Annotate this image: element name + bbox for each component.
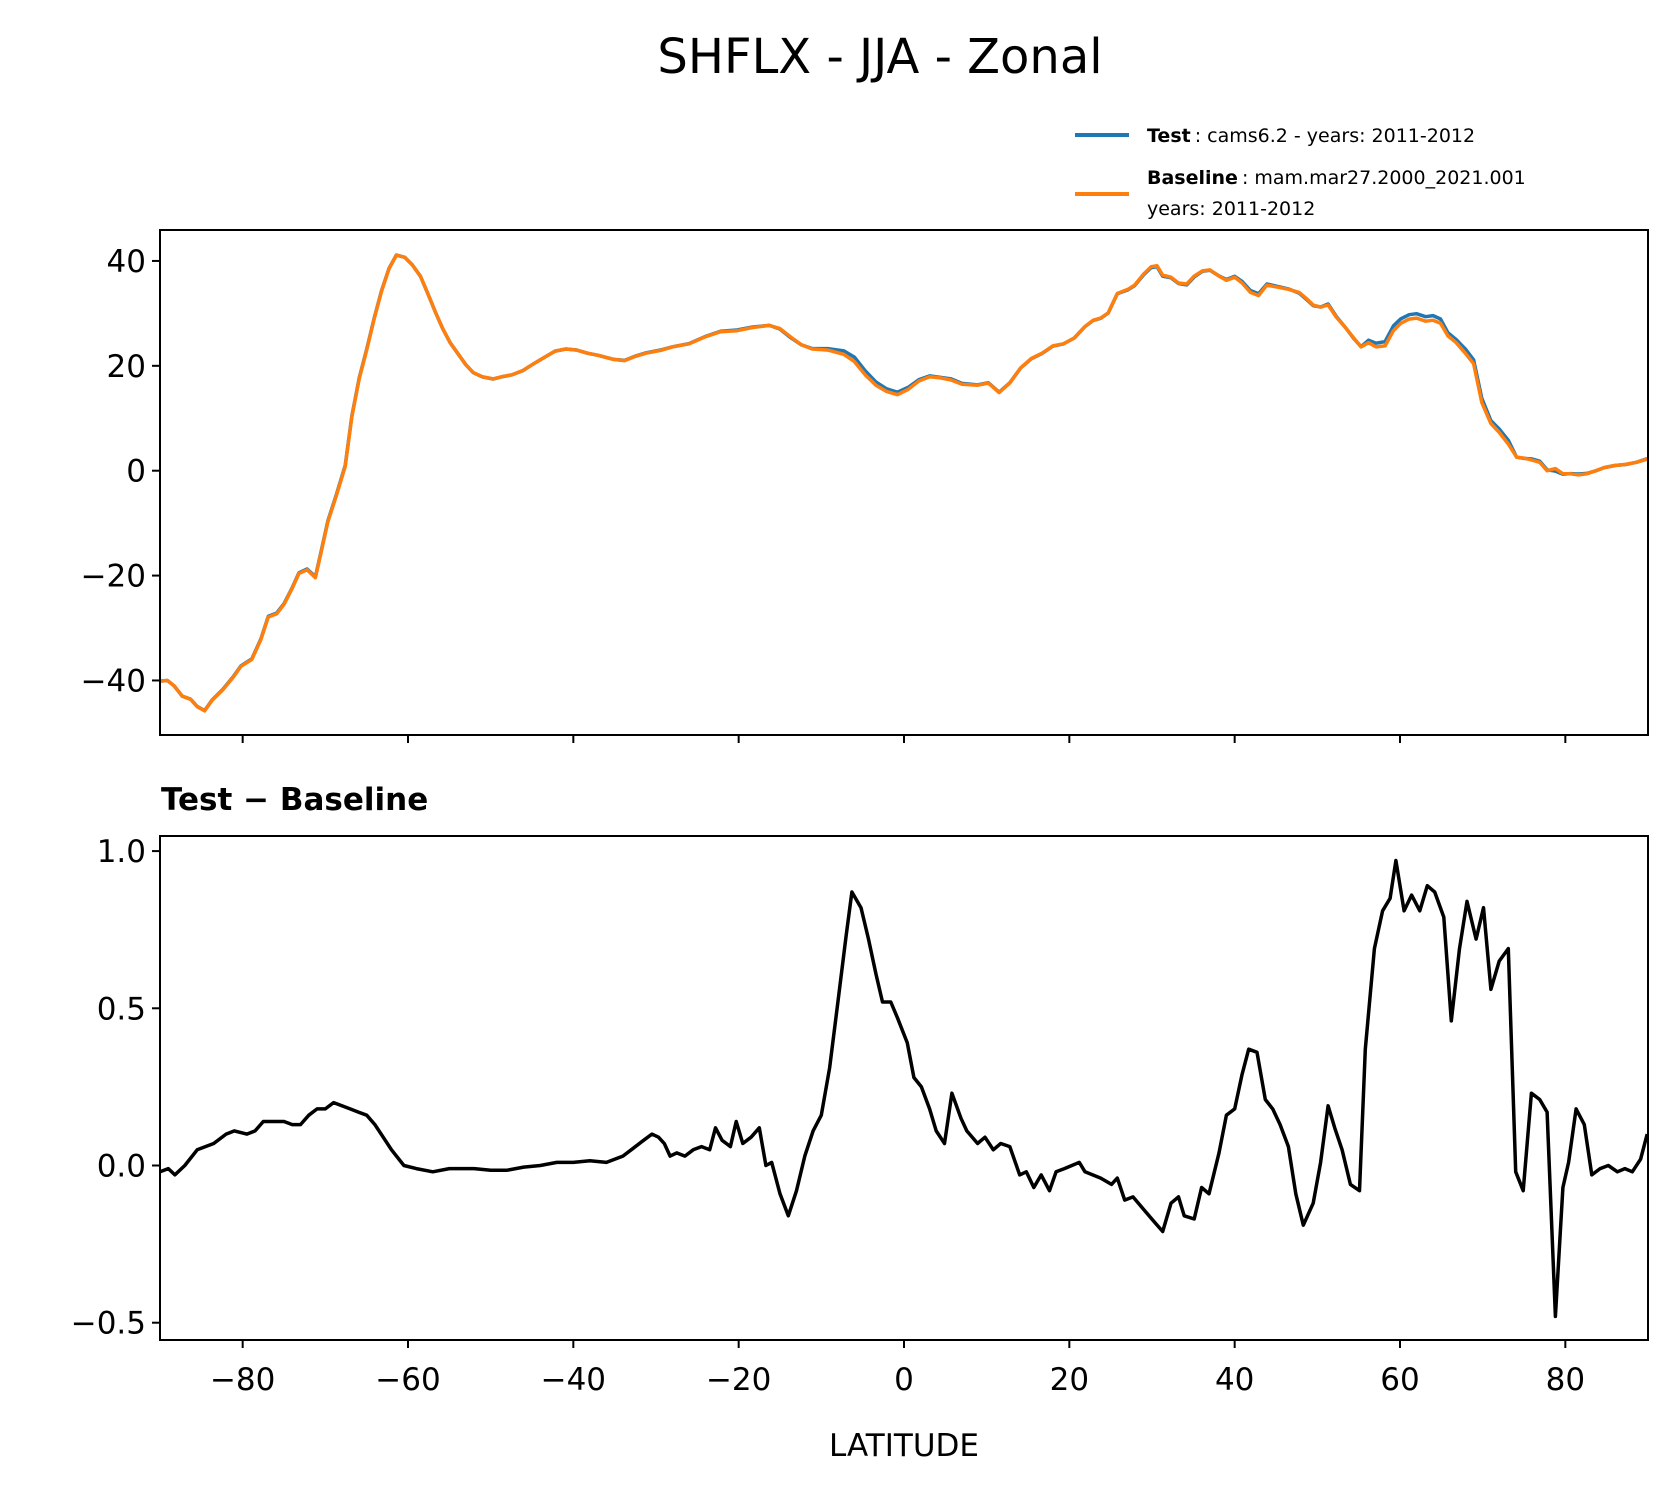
- legend-baseline-label-line2: years: 2011-2012: [1147, 198, 1315, 220]
- y-tick-label: −40: [81, 663, 146, 699]
- y-tick-label: 20: [107, 349, 146, 385]
- figure-title: SHFLX - JJA - Zonal: [657, 29, 1102, 85]
- x-axis-label: LATITUDE: [829, 1428, 979, 1464]
- x-tick-label: 0: [894, 1362, 914, 1398]
- y-tick-label: 40: [107, 244, 146, 280]
- x-tick-label: 20: [1050, 1362, 1089, 1398]
- legend-baseline-label: Baseline: mam.mar27.2000_2021.001: [1147, 167, 1526, 189]
- baseline-series-line: [159, 253, 1648, 713]
- x-tick-label: −40: [541, 1362, 606, 1398]
- x-tick-label: 80: [1546, 1362, 1585, 1398]
- legend: Test: cams6.2 - years: 2011-2012 Baselin…: [1075, 125, 1526, 220]
- bottom-axes-frame: [159, 835, 1649, 1341]
- difference-series-line: [159, 858, 1649, 1319]
- top-axes: −40 −20 0 20 40: [81, 229, 1649, 743]
- y-tick-label: 1.0: [97, 834, 146, 870]
- top-axes-frame: [159, 229, 1649, 736]
- bottom-axes: −0.5 0.0 0.5 1.0 −80 −60 −40 −20 0 20 40 60 80: [71, 834, 1649, 1398]
- x-tick-label: 60: [1380, 1362, 1419, 1398]
- difference-panel-title: Test − Baseline: [161, 782, 428, 818]
- y-tick-label: 0: [126, 454, 146, 490]
- x-tick-label: 40: [1215, 1362, 1254, 1398]
- y-tick-label: −20: [81, 559, 146, 595]
- top-axes-ticks: −40 −20 0 20 40: [81, 244, 1567, 743]
- x-tick-label: −80: [210, 1362, 275, 1398]
- x-tick-label: −20: [706, 1362, 771, 1398]
- y-tick-label: 0.0: [97, 1149, 146, 1185]
- y-tick-label: −0.5: [71, 1306, 146, 1342]
- legend-test-label: Test: cams6.2 - years: 2011-2012: [1147, 125, 1475, 147]
- bottom-axes-ticks: −0.5 0.0 0.5 1.0 −80 −60 −40 −20 0 20 40 60 80: [71, 834, 1585, 1398]
- x-tick-label: −60: [375, 1362, 440, 1398]
- y-tick-label: 0.5: [97, 991, 146, 1027]
